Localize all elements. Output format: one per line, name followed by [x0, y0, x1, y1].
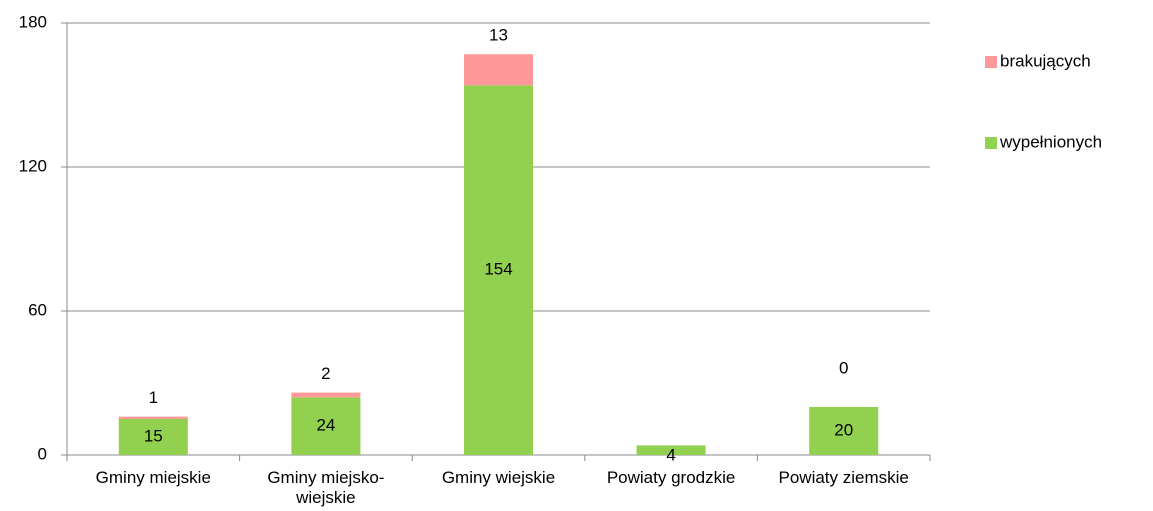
- legend-swatch: [985, 137, 997, 149]
- legend-swatch: [985, 56, 997, 68]
- bar-segment: [291, 392, 361, 398]
- x-tick-label: Gminy wiejskie: [441, 468, 556, 487]
- bar-segment: [463, 85, 534, 456]
- bar-segment: [118, 416, 188, 419]
- data-label: 20: [834, 420, 853, 439]
- data-label: 13: [489, 26, 508, 45]
- y-tick-label: 60: [28, 300, 47, 319]
- x-tick-label: Gminy miejskie: [95, 468, 211, 487]
- legend-label: wypełnionych: [999, 132, 1102, 151]
- legend-label: brakujących: [1000, 51, 1091, 70]
- data-label: 154: [484, 260, 512, 279]
- x-tick-label: Gminy miejsko-wiejskie: [267, 468, 385, 507]
- bar-segment: [463, 54, 534, 86]
- data-label: 0: [839, 358, 848, 377]
- data-label: 4: [666, 446, 675, 465]
- y-tick-label: 120: [19, 156, 47, 175]
- y-tick-label: 0: [38, 444, 47, 463]
- y-tick-label: 180: [19, 12, 47, 31]
- x-tick-label: Powiaty grodzkie: [606, 468, 736, 487]
- bar-segment: [636, 445, 706, 455]
- bar-segment: [291, 397, 361, 455]
- data-label: 15: [144, 426, 163, 445]
- bar-segment: [118, 419, 188, 455]
- data-label: 24: [316, 416, 335, 435]
- bar-segment: [809, 407, 879, 455]
- data-label: 1: [149, 388, 158, 407]
- data-label: 2: [321, 364, 330, 383]
- x-tick-label: Powiaty ziemskie: [778, 468, 909, 487]
